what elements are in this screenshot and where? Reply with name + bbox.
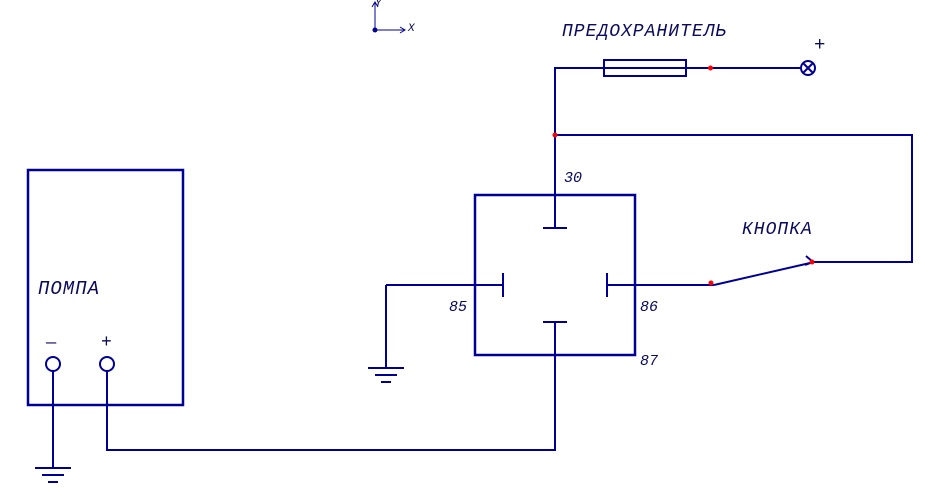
ground-pump (35, 468, 71, 482)
ground-relay (368, 368, 404, 382)
axis-y-label: Y (375, 0, 382, 10)
pump-label: ПОМПА (38, 278, 100, 300)
schematic-canvas (0, 0, 941, 504)
axis-x-label: X (408, 23, 415, 35)
pin30-label: 30 (564, 170, 582, 187)
fuse-label: ПРЕДОХРАНИТЕЛЬ (562, 22, 727, 42)
fuse-symbol (580, 60, 710, 76)
pump-plus-terminal (100, 357, 114, 371)
switch-symbol (714, 256, 813, 285)
plus-terminal (801, 61, 815, 75)
junction-dots (553, 66, 815, 286)
pin85-label: 85 (449, 299, 467, 316)
pin86-label: 86 (640, 299, 658, 316)
button-label: КНОПКА (742, 220, 813, 240)
supply-plus-label: + (814, 34, 825, 56)
pump-minus-terminal (46, 357, 60, 371)
pump-minus-label: — (46, 334, 56, 353)
pin87-label: 87 (640, 353, 658, 370)
pump-plus-label: + (101, 333, 112, 353)
